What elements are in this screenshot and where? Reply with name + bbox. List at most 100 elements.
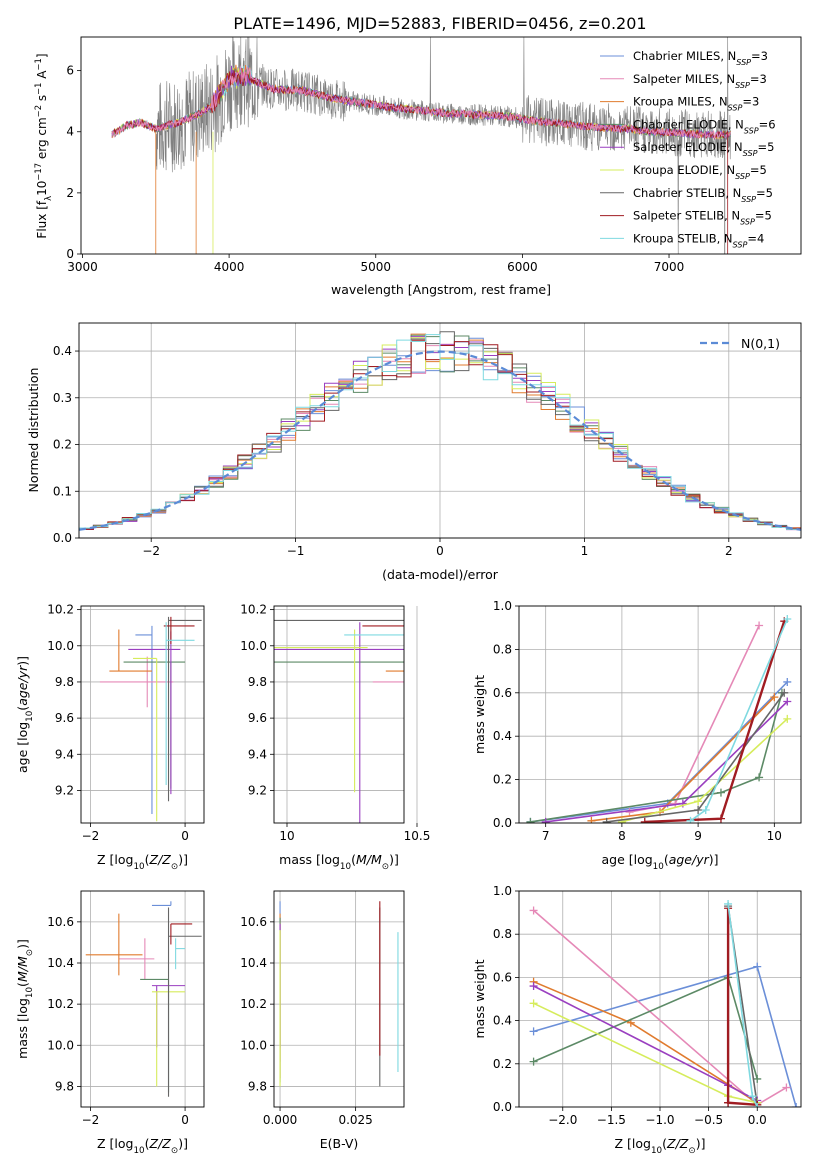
- y-axis-label: mass [log10(M/M⊙)]: [15, 939, 35, 1059]
- plot-area: [526, 615, 792, 823]
- weight-marker: [529, 982, 538, 991]
- y-tick-label: 10.4: [47, 956, 74, 970]
- label-part: (: [351, 852, 356, 867]
- axes-frame: [80, 36, 802, 255]
- label-part: ]: [35, 53, 49, 58]
- label-part: age/yr: [669, 852, 710, 867]
- weight-marker: [783, 697, 792, 706]
- legend-entry: Kroupa ELODIE, NSSP=5: [633, 163, 767, 181]
- y-tick-label: 9.4: [248, 747, 267, 761]
- grid: [81, 606, 204, 823]
- label-part: ⊙: [171, 862, 178, 872]
- label-part: SSP: [741, 194, 756, 203]
- label-part: SSP: [740, 217, 755, 226]
- label-part: −1: [33, 58, 43, 70]
- label-part: Kroupa MILES, N: [633, 95, 728, 109]
- y-tick-label: 10.0: [240, 639, 267, 653]
- y-tick-label: 6: [66, 64, 74, 78]
- label-part: SSP: [736, 58, 751, 67]
- weight-marker: [748, 1092, 757, 1101]
- y-axis-label: mass weight: [472, 675, 487, 754]
- weight-marker: [753, 962, 762, 971]
- label-part: Salpeter ELODIE, N: [633, 140, 743, 154]
- spectrum-panel: 3000 4000 5000 6000 7000 0 2 4 6 wavelength [Angs…: [33, 36, 802, 297]
- y-tick-label: 0.8: [493, 927, 512, 941]
- label-part: Salpeter STELIB, N: [633, 209, 740, 223]
- x-tick-label: 0.025: [338, 1113, 372, 1127]
- label-part: =5: [755, 209, 772, 223]
- label-part: 10: [35, 181, 49, 196]
- label-part: =5: [750, 163, 767, 177]
- x-tick-label: 5000: [360, 260, 391, 274]
- plot-area: [111, 37, 731, 254]
- label-part: ⊙: [688, 1146, 695, 1156]
- weight-marker: [782, 1083, 791, 1092]
- y-tick-label: 0.0: [493, 816, 512, 830]
- histogram-steps: [79, 334, 801, 530]
- grid: [274, 891, 404, 1107]
- label-part: −1: [33, 83, 43, 95]
- axes-frame: [273, 890, 405, 1108]
- model-spectrum-line: [111, 65, 731, 140]
- x-tick-label: 0: [436, 544, 444, 558]
- y-tick-label: 9.2: [55, 783, 74, 797]
- label-part: =3: [751, 49, 768, 63]
- label-part: −17: [33, 163, 43, 181]
- weight-marker: [716, 814, 725, 823]
- y-tick-label: 0.8: [493, 642, 512, 656]
- label-part: mass [log: [15, 998, 30, 1059]
- label-part: 10: [25, 987, 35, 998]
- label-part: Salpeter MILES, N: [633, 72, 735, 86]
- label-part: age [log: [15, 722, 30, 773]
- label-part: −2: [33, 105, 43, 117]
- weight-marker: [783, 714, 792, 723]
- weight-marker: [783, 677, 792, 686]
- label-part: =5: [756, 186, 773, 200]
- y-tick-label: 9.8: [55, 675, 74, 689]
- label-part: erg cm: [35, 117, 49, 163]
- weight-marker: [526, 817, 535, 823]
- label-part: Z [log: [615, 1136, 651, 1151]
- label-part: SSP: [743, 149, 758, 158]
- legend-entry: Kroupa STELIB, NSSP=4: [633, 231, 764, 249]
- label-part: )]: [178, 852, 188, 867]
- x-tick-label: 0.000: [263, 1113, 297, 1127]
- y-tick-label: 1.0: [493, 884, 512, 898]
- x-tick-label: 7: [542, 829, 550, 843]
- y-tick-label: 10.6: [240, 915, 267, 929]
- mass-vs-Z-panel: −2 09.810.010.210.410.6Z [log10(Z/Z⊙)]mas…: [15, 890, 205, 1156]
- weight-marker: [780, 688, 789, 697]
- x-tick-label: −1: [287, 544, 305, 558]
- x-axis-label: Z [log10(Z/Z⊙)]: [97, 852, 188, 872]
- x-tick-label: 4000: [214, 260, 245, 274]
- y-tick-label: 0.2: [493, 1057, 512, 1071]
- label-part: SSP: [735, 80, 750, 89]
- weight-marker: [701, 805, 710, 814]
- label-part: )]: [696, 1136, 706, 1151]
- y-tick-label: 0.4: [493, 1014, 512, 1028]
- weight-line: [530, 692, 783, 823]
- data-spectrum-line: [155, 37, 731, 254]
- x-axis-label: Z [log10(Z/Z⊙)]: [615, 1136, 706, 1156]
- weight-line: [533, 965, 797, 1107]
- legend-entry: Kroupa MILES, NSSP=3: [633, 95, 759, 113]
- weight-marker: [529, 1027, 538, 1036]
- label-part: age/yr: [15, 665, 30, 706]
- weight-marker: [587, 816, 596, 823]
- y-tick-label: 9.4: [55, 747, 74, 761]
- label-part: (: [664, 852, 669, 867]
- label-part: Z [log: [97, 1136, 133, 1151]
- y-axis-label: age [log10(age/yr)]: [15, 656, 35, 773]
- label-part: Kroupa STELIB, N: [633, 231, 733, 245]
- x-tick-label: −1.5: [597, 1113, 626, 1127]
- weight-marker: [755, 621, 764, 630]
- label-part: 10: [133, 1146, 144, 1156]
- plot-area: [529, 899, 801, 1107]
- label-part: M/M: [356, 852, 382, 867]
- y-tick-label: 0.6: [493, 970, 512, 984]
- weight-marker: [792, 1103, 801, 1107]
- label-part: Z/Z: [666, 1136, 689, 1151]
- y-tick-label: 10.2: [240, 997, 267, 1011]
- label-part: =5: [757, 140, 774, 154]
